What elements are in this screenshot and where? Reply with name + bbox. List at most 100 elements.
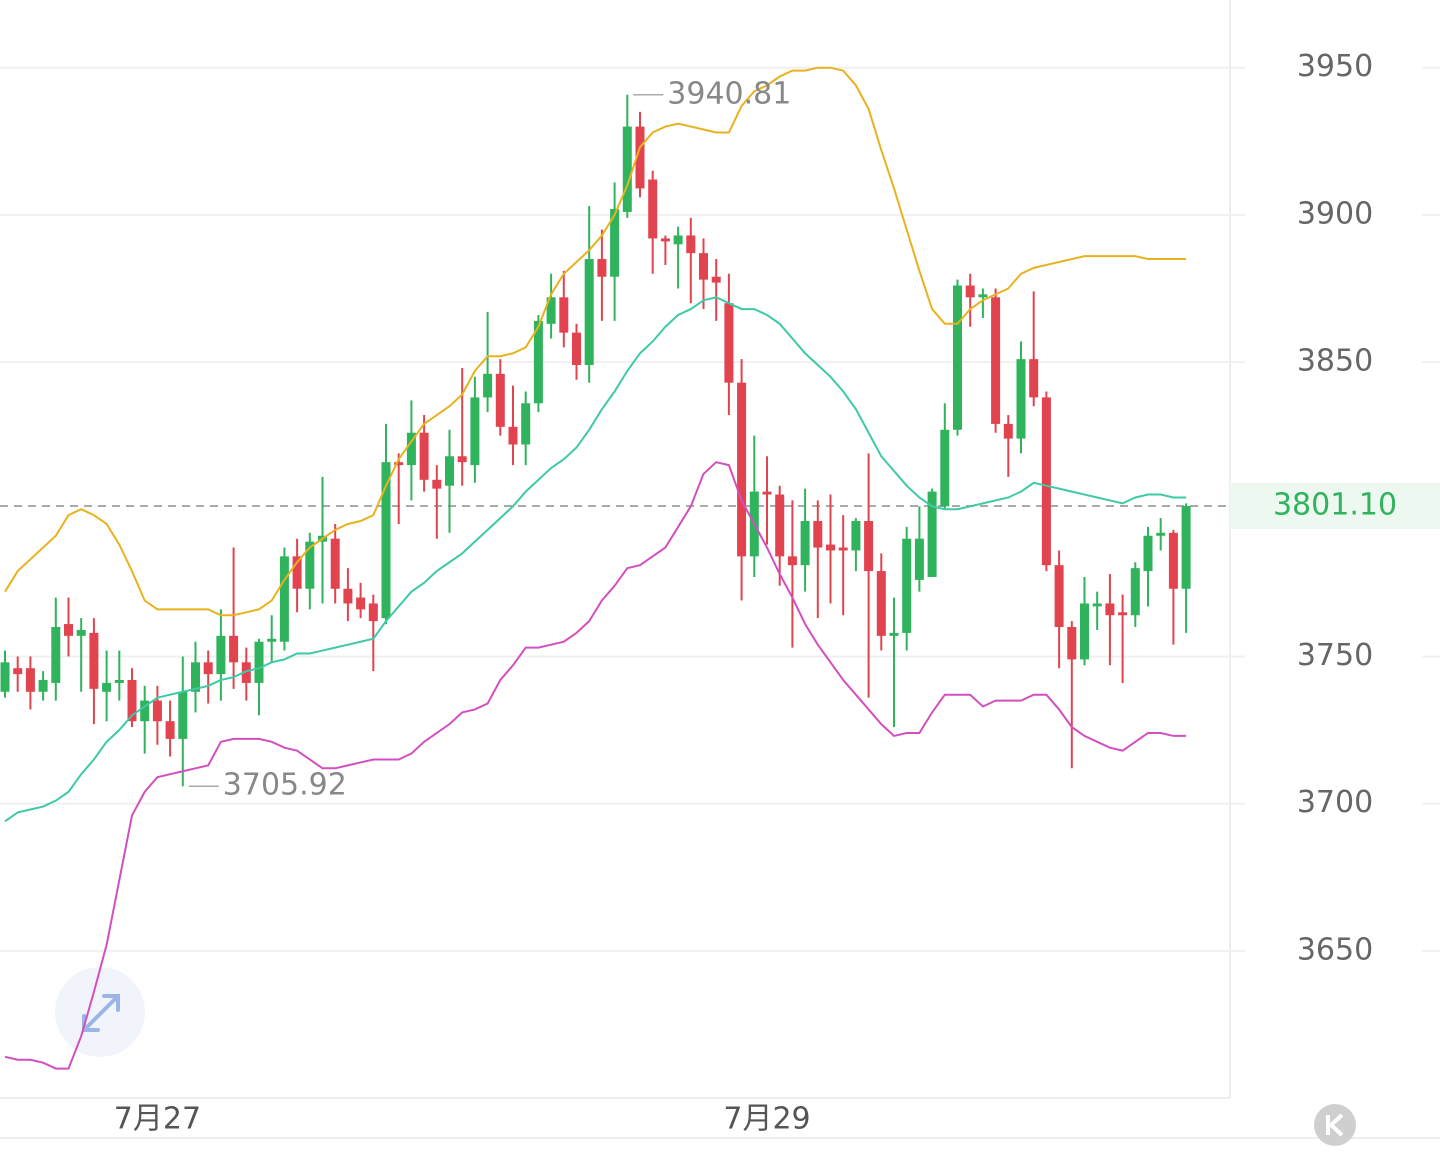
- candle-body: [241, 662, 251, 683]
- candle-body: [356, 597, 366, 610]
- candle-body: [775, 494, 785, 557]
- candle-body: [165, 721, 175, 739]
- candle-body: [521, 403, 531, 445]
- candle-body: [305, 541, 315, 589]
- candle-body: [1016, 359, 1026, 439]
- expand-button[interactable]: [55, 967, 145, 1057]
- candle-body: [0, 662, 10, 692]
- candle-body: [584, 259, 594, 366]
- kline-button[interactable]: [1314, 1104, 1356, 1146]
- candle-body: [1067, 627, 1077, 660]
- y-tick-label: 3750: [1297, 638, 1373, 673]
- candle-body: [737, 382, 747, 557]
- candle-body: [406, 432, 416, 466]
- candle-body: [635, 126, 645, 189]
- candle-body: [229, 635, 239, 663]
- candle-body: [648, 179, 658, 239]
- candle-body: [1118, 612, 1128, 616]
- candle-body: [13, 668, 23, 675]
- candle-body: [914, 538, 924, 580]
- candle-body: [622, 126, 632, 212]
- kline-circle[interactable]: [1314, 1104, 1356, 1146]
- last-price-box: [1230, 483, 1440, 530]
- candle-body: [330, 538, 340, 589]
- candle-body: [1041, 397, 1051, 566]
- candle-body: [597, 259, 607, 277]
- candle-body: [1143, 535, 1153, 572]
- candle-body: [953, 285, 962, 430]
- candle-body: [457, 456, 467, 463]
- last-price-label: 3801.10: [1273, 488, 1397, 523]
- candle-body: [1029, 359, 1039, 398]
- candle-body: [673, 235, 683, 245]
- candle-body: [559, 297, 569, 333]
- candle-body: [876, 571, 886, 636]
- candle-body: [470, 397, 480, 466]
- candle-body: [178, 691, 188, 739]
- y-tick-label: 3850: [1297, 344, 1373, 379]
- candle-body: [267, 638, 277, 642]
- candle-body: [1181, 506, 1191, 589]
- candle-body: [140, 700, 150, 722]
- candle-body: [1168, 532, 1178, 589]
- candle-body: [381, 462, 391, 619]
- y-tick-label: 3700: [1297, 785, 1373, 820]
- x-tick-label: 7月29: [723, 1102, 810, 1137]
- candle-body: [25, 668, 35, 692]
- candle-body: [508, 426, 518, 445]
- candle-body: [787, 556, 797, 566]
- candle-body: [660, 238, 670, 242]
- candle-body: [152, 700, 162, 722]
- candle-body: [902, 538, 912, 633]
- y-tick-label: 3900: [1297, 196, 1373, 231]
- candle-body: [800, 521, 810, 566]
- candle-body: [762, 491, 772, 495]
- candle-body: [889, 632, 899, 636]
- candle-body: [1130, 568, 1140, 616]
- candle-body: [1054, 565, 1064, 628]
- y-tick-label: 3650: [1297, 932, 1373, 967]
- candle-body: [851, 521, 861, 551]
- candle-body: [724, 303, 734, 383]
- candle-body: [1105, 603, 1115, 616]
- candle-body: [1092, 603, 1102, 607]
- candle-body: [292, 556, 302, 589]
- candle-body: [102, 682, 112, 692]
- candle-body: [483, 373, 493, 398]
- candle-body: [127, 679, 137, 722]
- candle-body: [203, 662, 213, 675]
- candle-body: [89, 632, 99, 689]
- band-line: [4, 461, 1187, 1070]
- candle-body: [978, 294, 988, 298]
- candle-body: [191, 662, 200, 692]
- candle-body: [432, 479, 442, 489]
- candle-body: [686, 235, 696, 254]
- y-tick-label: 3950: [1297, 49, 1373, 84]
- candle-body: [1003, 423, 1013, 439]
- candle-body: [699, 253, 708, 280]
- band-line: [4, 66, 1187, 617]
- candle-body: [254, 641, 264, 683]
- candle-body: [76, 629, 86, 636]
- candle-body: [1156, 532, 1166, 536]
- x-tick-label: 7月27: [114, 1102, 201, 1137]
- candle-body: [533, 320, 543, 404]
- kline-icon[interactable]: [1326, 1113, 1344, 1137]
- candle-body: [38, 679, 48, 692]
- candle-body: [991, 297, 1001, 424]
- candle-body: [495, 373, 505, 427]
- candle-body: [64, 624, 73, 636]
- candle-body: [419, 432, 429, 480]
- candle-body: [838, 547, 848, 551]
- candle-body: [343, 588, 353, 604]
- candle-body: [610, 209, 620, 277]
- candle-body: [279, 556, 289, 642]
- candle-body: [711, 276, 721, 283]
- candle-body: [813, 521, 823, 548]
- candle-body: [940, 429, 950, 507]
- candle-body: [572, 332, 581, 366]
- candle-body: [394, 462, 404, 466]
- candle-body: [51, 627, 61, 683]
- candle-body: [445, 456, 454, 486]
